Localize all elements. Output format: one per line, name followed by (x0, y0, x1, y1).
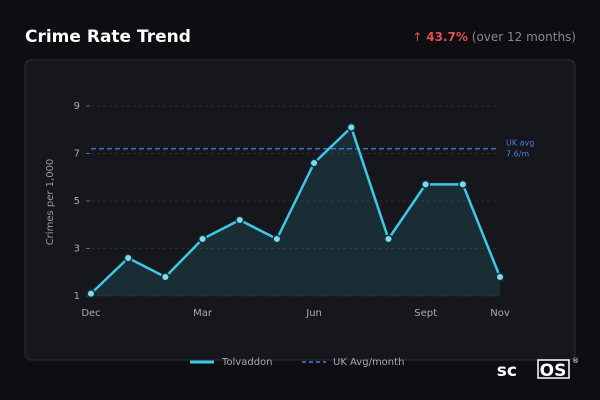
x-tick-label: Sept (414, 308, 437, 319)
point (197, 234, 208, 244)
x-tick-label: Jun (305, 308, 322, 319)
x-tick-label: Mar (193, 308, 213, 319)
y-tick-label: 5 (74, 196, 80, 207)
change: ↑ 43.7% (over 12 months) (412, 30, 576, 44)
point (86, 289, 96, 299)
title: Crime Rate Trend (25, 27, 191, 47)
point (458, 179, 468, 189)
point (235, 215, 245, 225)
card (24, 59, 576, 361)
reference-label: 7.6/m (506, 149, 529, 158)
legend-label: Tolvaddon (221, 357, 273, 368)
brand-prefix: sc (497, 361, 517, 381)
area (91, 127, 500, 296)
change-value: 43.7% (426, 30, 468, 44)
point (160, 272, 170, 282)
brand-boxed: OS (540, 361, 567, 381)
change-arrow: ↑ (412, 30, 422, 44)
legend-label: UK Avg/month (333, 357, 404, 368)
line (90, 126, 502, 295)
point (123, 253, 133, 263)
point (272, 234, 282, 244)
y-axis-label: Crimes per 1,000 (45, 159, 56, 246)
point (383, 234, 394, 244)
point (421, 179, 431, 189)
point (346, 122, 356, 132)
y-tick-label: 7 (74, 149, 80, 160)
y-tick-label: 9 (74, 101, 80, 112)
point (495, 272, 505, 282)
brand-mark: ® (572, 357, 579, 365)
x-tick-label: Dec (81, 308, 100, 319)
change-period: (over 12 months) (472, 30, 576, 44)
point (309, 158, 319, 168)
reference-label: UK avg (506, 138, 534, 147)
y-tick-label: 1 (74, 291, 80, 302)
y-tick-label: 3 (74, 244, 80, 255)
brand-box (537, 359, 570, 379)
x-tick-label: Nov (490, 308, 510, 319)
